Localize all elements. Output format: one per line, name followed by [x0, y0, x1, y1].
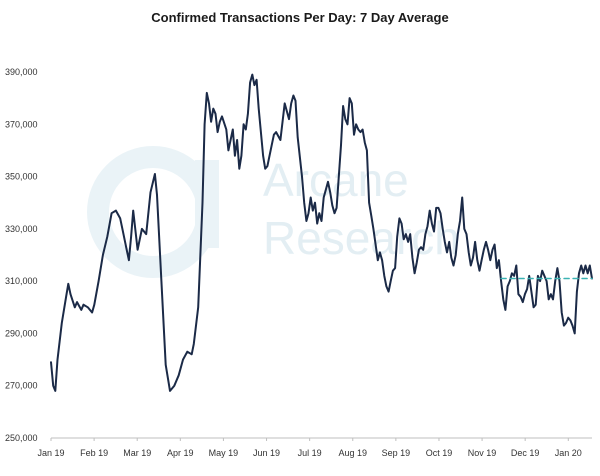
x-tick-label: Nov 19 — [468, 448, 497, 458]
x-tick-label: Jul 19 — [298, 448, 322, 458]
x-tick-label: Feb 19 — [80, 448, 108, 458]
watermark: Arcane Research — [87, 146, 460, 278]
x-tick-label: Apr 19 — [167, 448, 194, 458]
x-tick-label: Jan 20 — [555, 448, 582, 458]
watermark-logo-icon — [87, 146, 219, 278]
y-tick-label: 390,000 — [5, 67, 38, 77]
y-tick-label: 370,000 — [5, 119, 38, 129]
x-tick-label: Aug 19 — [338, 448, 367, 458]
y-tick-label: 310,000 — [5, 276, 38, 286]
chart-title: Confirmed Transactions Per Day: 7 Day Av… — [151, 10, 449, 25]
x-tick-label: Oct 19 — [426, 448, 453, 458]
watermark-text-line2: Research — [263, 212, 460, 264]
x-tick-label: Mar 19 — [123, 448, 151, 458]
x-tick-label: May 19 — [209, 448, 239, 458]
y-tick-label: 350,000 — [5, 172, 38, 182]
watermark-text-line1: Arcane — [263, 154, 409, 206]
y-tick-label: 290,000 — [5, 328, 38, 338]
plot-area: 250,000 270,000 290,000 310,000 330,000 350,0… — [5, 67, 593, 458]
y-tick-label: 250,000 — [5, 433, 38, 443]
y-tick-label: 270,000 — [5, 381, 38, 391]
x-tick-label: Jan 19 — [37, 448, 64, 458]
x-tick-label: Dec 19 — [511, 448, 540, 458]
y-tick-label: 330,000 — [5, 224, 38, 234]
series-line — [50, 73, 593, 392]
x-tick-label: Sep 19 — [382, 448, 411, 458]
x-tick-label: Jun 19 — [253, 448, 280, 458]
